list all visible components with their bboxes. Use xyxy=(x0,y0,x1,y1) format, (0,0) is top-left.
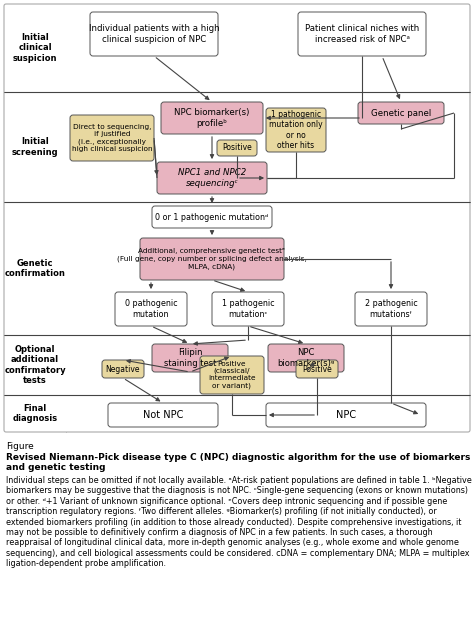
Text: Positive
(classical/
intermediate
or variant): Positive (classical/ intermediate or var… xyxy=(208,361,256,389)
FancyBboxPatch shape xyxy=(4,4,470,432)
FancyBboxPatch shape xyxy=(268,344,344,372)
FancyBboxPatch shape xyxy=(355,292,427,326)
Text: NPC1 and NPC2
sequencingᶜ: NPC1 and NPC2 sequencingᶜ xyxy=(178,168,246,188)
FancyBboxPatch shape xyxy=(115,292,187,326)
FancyBboxPatch shape xyxy=(200,356,264,394)
FancyBboxPatch shape xyxy=(266,403,426,427)
Text: Figure: Figure xyxy=(6,442,34,451)
FancyBboxPatch shape xyxy=(212,292,284,326)
Text: NPC: NPC xyxy=(336,410,356,420)
FancyBboxPatch shape xyxy=(152,206,272,228)
Text: Positive: Positive xyxy=(302,364,332,373)
Text: Positive: Positive xyxy=(222,144,252,152)
FancyBboxPatch shape xyxy=(70,115,154,161)
FancyBboxPatch shape xyxy=(108,403,218,427)
Text: Initial
clinical
suspicion: Initial clinical suspicion xyxy=(13,33,57,63)
Text: Negative: Negative xyxy=(106,364,140,373)
Text: Direct to sequencing,
if justified
(i.e., exceptionally
high clinical suspicion: Direct to sequencing, if justified (i.e.… xyxy=(72,124,152,152)
Text: Filipin
staining test: Filipin staining test xyxy=(164,348,216,367)
Text: Not NPC: Not NPC xyxy=(143,410,183,420)
Text: Individual steps can be omitted if not locally available. ᵃAt-risk patient popul: Individual steps can be omitted if not l… xyxy=(6,476,472,568)
FancyBboxPatch shape xyxy=(157,162,267,194)
FancyBboxPatch shape xyxy=(217,140,257,156)
Text: Final
diagnosis: Final diagnosis xyxy=(12,404,57,423)
Text: Optional
additional
confirmatory
tests: Optional additional confirmatory tests xyxy=(4,345,66,385)
Text: 0 or 1 pathogenic mutationᵈ: 0 or 1 pathogenic mutationᵈ xyxy=(155,212,269,221)
FancyBboxPatch shape xyxy=(90,12,218,56)
Text: 0 pathogenic
mutation: 0 pathogenic mutation xyxy=(125,299,177,319)
FancyBboxPatch shape xyxy=(266,108,326,152)
Text: 1 pathogenic
mutationᶜ: 1 pathogenic mutationᶜ xyxy=(222,299,274,319)
Text: Initial
screening: Initial screening xyxy=(12,137,58,157)
Text: NPC biomarker(s)
profileᵇ: NPC biomarker(s) profileᵇ xyxy=(174,108,250,128)
Text: NPC
biomarker(s)ᵍ: NPC biomarker(s)ᵍ xyxy=(277,348,335,367)
Text: Genetic
confirmation: Genetic confirmation xyxy=(5,259,65,278)
Text: 1 pathogenic
mutation only
or no
other hits: 1 pathogenic mutation only or no other h… xyxy=(269,110,323,150)
FancyBboxPatch shape xyxy=(152,344,228,372)
Text: Revised Niemann-Pick disease type C (NPC) diagnostic algorithm for the use of bi: Revised Niemann-Pick disease type C (NPC… xyxy=(6,453,470,472)
Text: Additional, comprehensive genetic testᵉ
(Full gene, copy number or splicing defe: Additional, comprehensive genetic testᵉ … xyxy=(117,248,307,269)
Text: Genetic panel: Genetic panel xyxy=(371,108,431,117)
FancyBboxPatch shape xyxy=(296,360,338,378)
FancyBboxPatch shape xyxy=(140,238,284,280)
Text: 2 pathogenic
mutationsᶠ: 2 pathogenic mutationsᶠ xyxy=(365,299,418,319)
Text: Individual patients with a high
clinical suspicion of NPC: Individual patients with a high clinical… xyxy=(89,24,219,43)
FancyBboxPatch shape xyxy=(161,102,263,134)
FancyBboxPatch shape xyxy=(298,12,426,56)
Text: Patient clinical niches with
increased risk of NPCᵃ: Patient clinical niches with increased r… xyxy=(305,24,419,43)
FancyBboxPatch shape xyxy=(102,360,144,378)
FancyBboxPatch shape xyxy=(358,102,444,124)
